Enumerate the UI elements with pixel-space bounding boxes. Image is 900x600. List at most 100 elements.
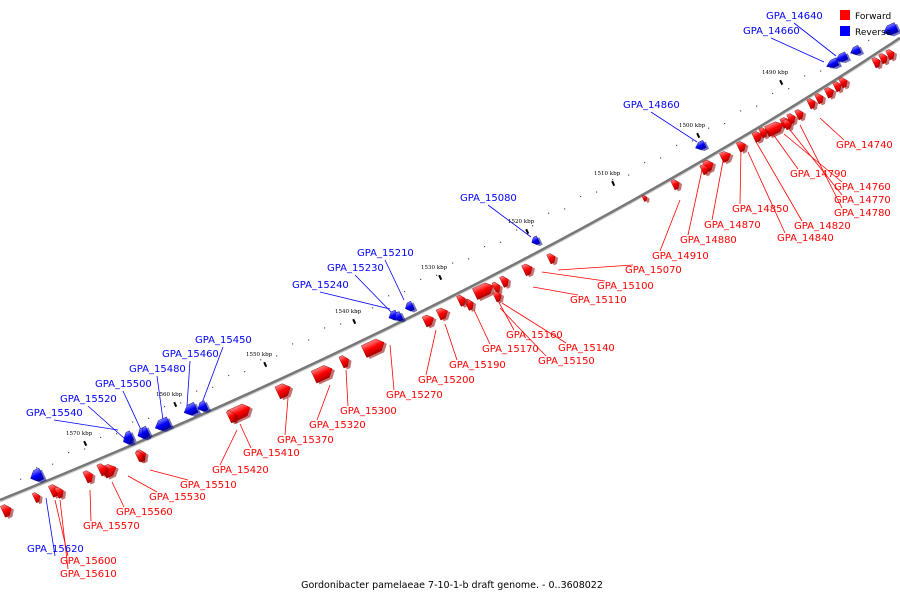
forward-gene-label[interactable]: GPA_15190 <box>449 360 506 371</box>
reverse-gene-glyph[interactable] <box>530 235 543 248</box>
forward-gene-glyph[interactable] <box>82 468 98 485</box>
forward-gene-glyph[interactable] <box>641 194 651 204</box>
forward-gene-glyph[interactable] <box>885 47 899 62</box>
kbp-tick-mark <box>352 318 357 325</box>
forward-gene-glyph[interactable] <box>499 274 514 290</box>
reverse-gene-glyph[interactable] <box>849 44 865 59</box>
reverse-gene-glyph[interactable] <box>182 401 202 420</box>
forward-gene-glyph[interactable] <box>472 279 498 302</box>
forward-gene-label[interactable]: GPA_15070 <box>625 265 682 276</box>
reverse-gene-glyph[interactable] <box>140 425 153 440</box>
reverse-gene-label[interactable]: GPA_15500 <box>95 379 152 390</box>
reverse-gene-glyph[interactable] <box>28 467 47 486</box>
forward-gene-glyph[interactable] <box>31 490 45 505</box>
forward-gene-label[interactable]: GPA_14740 <box>836 140 893 151</box>
forward-gene-label[interactable]: GPA_15560 <box>116 507 173 518</box>
reverse-gene-label[interactable]: GPA_15480 <box>129 364 186 375</box>
reverse-gene-label[interactable]: GPA_14660 <box>743 26 800 37</box>
forward-gene-label[interactable]: GPA_15300 <box>340 406 397 417</box>
forward-gene-glyph[interactable] <box>226 408 240 425</box>
forward-gene-glyph[interactable] <box>54 485 69 501</box>
forward-gene-glyph[interactable] <box>735 139 750 155</box>
forward-gene-label[interactable]: GPA_15610 <box>60 569 117 580</box>
forward-gene-glyph[interactable] <box>719 149 735 165</box>
reverse-gene-label[interactable]: GPA_15080 <box>460 193 517 204</box>
forward-gene-label[interactable]: GPA_15140 <box>558 343 615 354</box>
reverse-gene-label[interactable]: GPA_14860 <box>623 100 680 111</box>
forward-gene-label[interactable]: GPA_14850 <box>732 204 789 215</box>
forward-gene-label[interactable]: GPA_15270 <box>386 390 443 401</box>
forward-gene-glyph[interactable] <box>546 251 560 266</box>
forward-gene-glyph[interactable] <box>134 449 148 464</box>
forward-gene-label[interactable]: GPA_15150 <box>538 356 595 367</box>
reverse-gene-label[interactable]: GPA_15460 <box>162 349 219 360</box>
forward-gene-glyph[interactable] <box>782 117 796 132</box>
forward-gene-glyph[interactable] <box>435 305 453 322</box>
forward-gene-label[interactable]: GPA_14870 <box>704 220 761 231</box>
forward-gene-label[interactable]: GPA_15510 <box>180 480 237 491</box>
forward-gene-leader-line <box>799 124 843 209</box>
forward-gene-label[interactable]: GPA_15160 <box>506 330 563 341</box>
reverse-gene-label[interactable]: GPA_14640 <box>766 11 823 22</box>
scale-dot <box>84 448 86 450</box>
forward-gene-glyph[interactable] <box>758 125 772 140</box>
forward-gene-glyph[interactable] <box>794 107 808 122</box>
forward-gene-glyph[interactable] <box>838 75 852 90</box>
forward-gene-glyph[interactable] <box>310 362 337 385</box>
forward-gene-glyph[interactable] <box>521 261 538 278</box>
forward-gene-glyph[interactable] <box>0 502 16 520</box>
forward-gene-glyph[interactable] <box>806 96 820 111</box>
forward-gene-label[interactable]: GPA_15200 <box>418 375 475 386</box>
reverse-gene-leader-line <box>793 22 837 57</box>
scale-dot <box>164 406 166 408</box>
forward-gene-leader-line <box>659 199 681 252</box>
forward-gene-glyph[interactable] <box>96 461 112 478</box>
forward-gene-glyph[interactable] <box>670 177 684 192</box>
reverse-gene-glyph[interactable] <box>153 416 174 435</box>
forward-gene-label[interactable]: GPA_15600 <box>60 556 117 567</box>
forward-gene-label[interactable]: GPA_15370 <box>277 435 334 446</box>
reverse-gene-glyph[interactable] <box>403 300 418 315</box>
forward-gene-label[interactable]: GPA_14840 <box>777 233 834 244</box>
reverse-gene-label[interactable]: GPA_15620 <box>27 544 84 555</box>
forward-gene-glyph[interactable] <box>456 293 471 309</box>
forward-gene-label[interactable]: GPA_14760 <box>834 182 891 193</box>
reverse-gene-label[interactable]: GPA_15210 <box>357 248 414 259</box>
forward-gene-label[interactable]: GPA_14910 <box>652 251 709 262</box>
reverse-gene-label[interactable]: GPA_15230 <box>327 263 384 274</box>
forward-gene-label[interactable]: GPA_15410 <box>243 448 300 459</box>
forward-gene-label[interactable]: GPA_15530 <box>149 492 206 503</box>
forward-gene-glyph[interactable] <box>274 380 296 401</box>
reverse-gene-glyph[interactable] <box>834 51 851 66</box>
forward-gene-label[interactable]: GPA_15320 <box>309 420 366 431</box>
forward-gene-glyph[interactable] <box>878 51 892 66</box>
reverse-gene-label[interactable]: GPA_15240 <box>292 280 349 291</box>
reverse-gene-label[interactable]: GPA_15450 <box>195 335 252 346</box>
forward-gene-label[interactable]: GPA_15100 <box>597 281 654 292</box>
reverse-gene-glyph[interactable] <box>825 57 842 72</box>
reverse-gene-glyph[interactable] <box>393 311 406 325</box>
reverse-gene-glyph[interactable] <box>694 139 710 154</box>
forward-gene-label[interactable]: GPA_14880 <box>680 235 737 246</box>
forward-gene-label[interactable]: GPA_14780 <box>834 208 891 219</box>
forward-gene-label[interactable]: GPA_14820 <box>794 221 851 232</box>
forward-gene-label[interactable]: GPA_14770 <box>834 195 891 206</box>
forward-gene-label[interactable]: GPA_15110 <box>570 295 627 306</box>
forward-gene-glyph[interactable] <box>421 312 439 329</box>
forward-gene-glyph[interactable] <box>492 289 506 304</box>
reverse-gene-glyph[interactable] <box>196 400 212 416</box>
forward-gene-label[interactable]: GPA_14790 <box>790 169 847 180</box>
forward-gene-label[interactable]: GPA_15420 <box>212 465 269 476</box>
forward-gene-label[interactable]: GPA_15170 <box>482 344 539 355</box>
forward-gene-glyph[interactable] <box>361 336 389 360</box>
reverse-gene-label[interactable]: GPA_15520 <box>60 394 117 405</box>
forward-gene-glyph[interactable] <box>814 91 828 106</box>
forward-gene-label[interactable]: GPA_15570 <box>83 521 140 532</box>
forward-gene-glyph[interactable] <box>699 162 713 177</box>
forward-gene-glyph[interactable] <box>823 85 838 101</box>
reverse-gene-glyph[interactable] <box>122 430 137 446</box>
forward-gene-glyph[interactable] <box>338 353 354 370</box>
reverse-gene-label[interactable]: GPA_15540 <box>26 408 83 419</box>
forward-gene-glyph[interactable] <box>871 55 885 70</box>
reverse-gene-glyph[interactable] <box>882 22 900 40</box>
